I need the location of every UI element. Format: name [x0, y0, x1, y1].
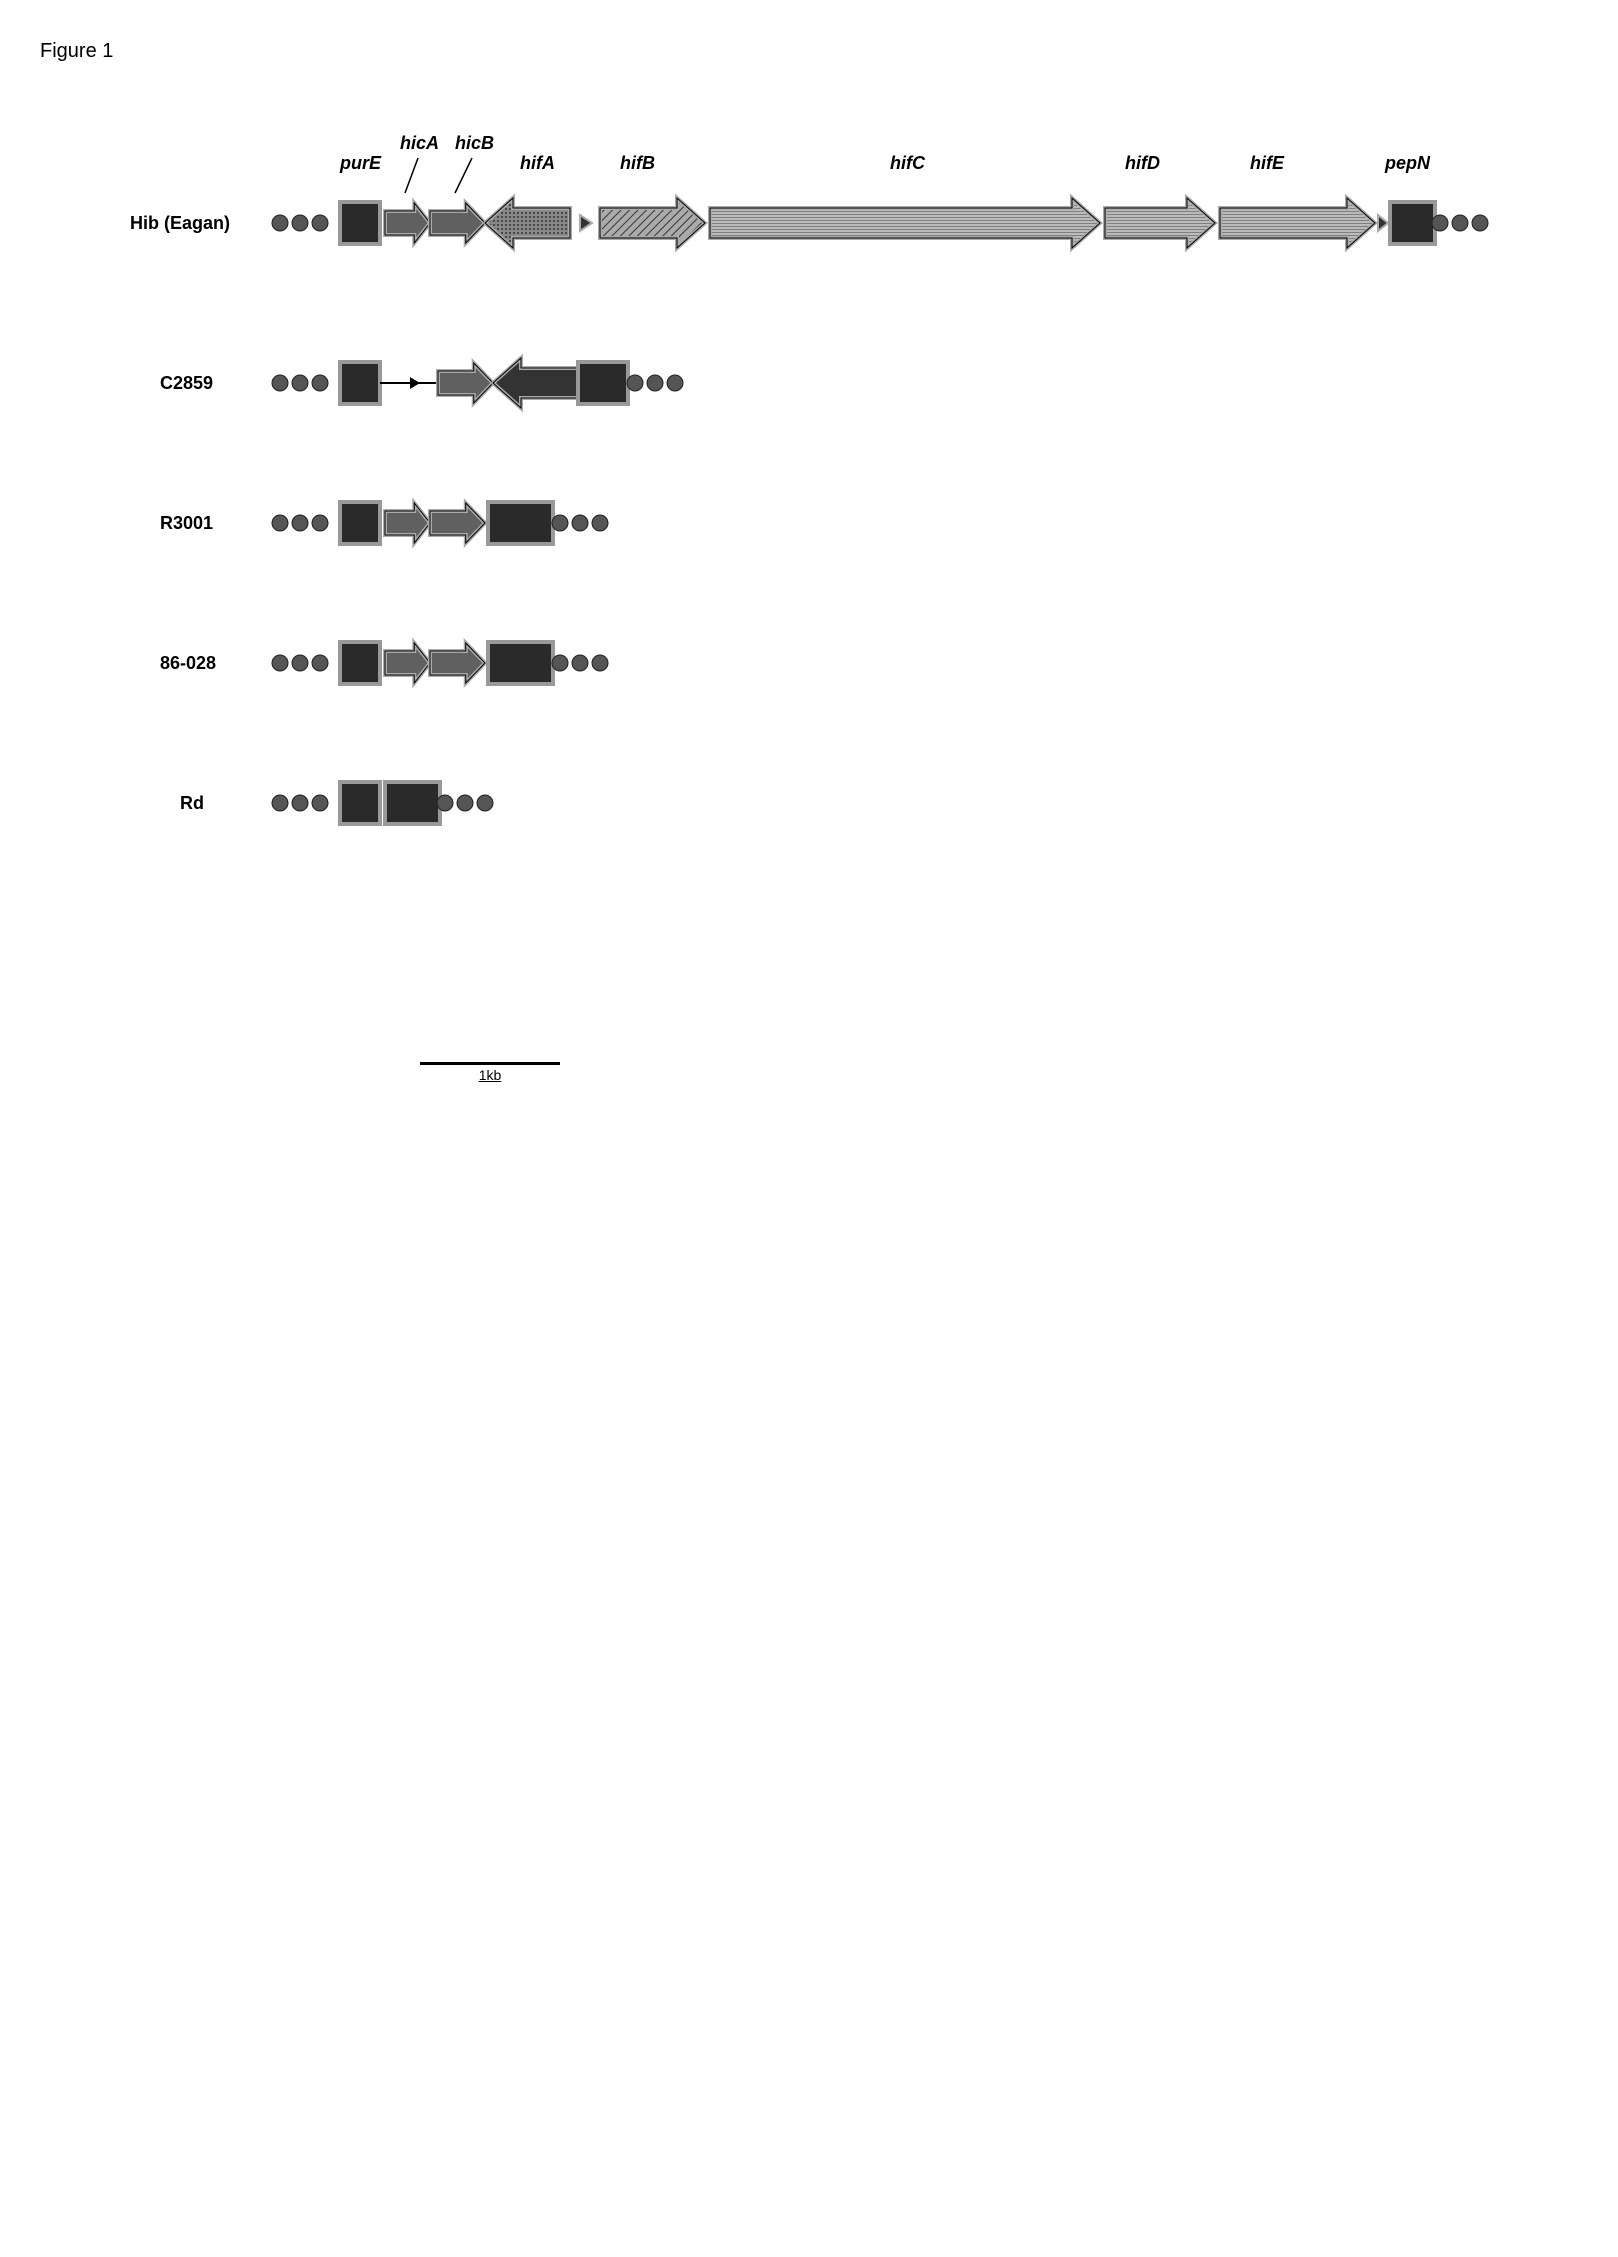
gene-label-hicA: hicA: [400, 133, 439, 154]
scale-bar: 1kb: [420, 1062, 560, 1083]
diagram-svg: [40, 103, 1540, 1003]
strain-label-Rd: Rd: [180, 793, 204, 814]
figure-title: Figure 1: [40, 40, 1578, 63]
scale-line: [420, 1062, 560, 1065]
gene-label-hifA: hifA: [520, 153, 555, 174]
gene-label-hicB: hicB: [455, 133, 494, 154]
gene-label-purE: purE: [340, 153, 381, 174]
gene-label-hifE: hifE: [1250, 153, 1284, 174]
gene-cluster-diagram: purE hicA hicB hifA hifB hifC hifD hifE pepN Hib …: [40, 103, 1540, 1103]
gene-label-hifB: hifB: [620, 153, 655, 174]
gene-label-hifD: hifD: [1125, 153, 1160, 174]
strain-label-R3001: R3001: [160, 513, 213, 534]
gene-label-hifC: hifC: [890, 153, 925, 174]
strain-label-Hib-Eagan-: Hib (Eagan): [130, 213, 230, 234]
scale-label: 1kb: [420, 1067, 560, 1083]
strain-label-86-028: 86-028: [160, 653, 216, 674]
gene-label-pepN: pepN: [1385, 153, 1430, 174]
strain-label-C2859: C2859: [160, 373, 213, 394]
